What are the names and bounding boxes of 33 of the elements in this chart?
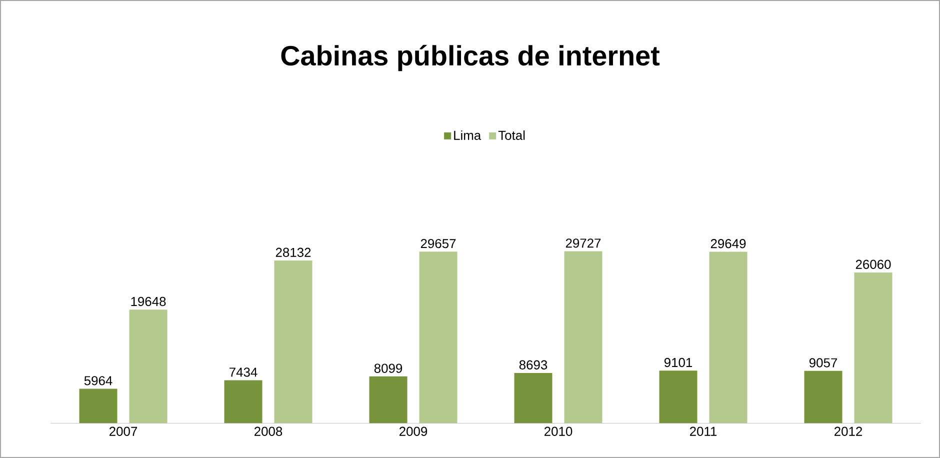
data-label: 29657 xyxy=(420,238,456,248)
bar xyxy=(224,380,262,424)
x-tick-label: 2012 xyxy=(834,426,862,436)
data-label: 9057 xyxy=(809,358,837,368)
chart-title: Cabinas públicas de internet xyxy=(281,44,660,72)
data-label: 9101 xyxy=(664,358,692,368)
bar xyxy=(854,272,892,424)
data-label: 19648 xyxy=(131,296,166,306)
bar xyxy=(659,370,698,424)
data-label: 8693 xyxy=(519,360,548,370)
data-label: 26060 xyxy=(856,260,891,269)
x-tick-label: 2011 xyxy=(690,426,717,436)
bar xyxy=(804,370,842,424)
bar xyxy=(514,372,552,424)
data-label: 29649 xyxy=(710,239,746,248)
bar xyxy=(274,260,312,424)
data-label: 7434 xyxy=(230,368,258,377)
legend-label: Total xyxy=(498,130,525,140)
bar xyxy=(709,252,748,424)
data-label: 5964 xyxy=(84,376,112,386)
x-tick-label: 2008 xyxy=(254,426,282,436)
data-label: 28132 xyxy=(276,248,311,257)
x-tick-label: 2009 xyxy=(400,426,428,436)
x-tick-label: 2010 xyxy=(544,426,572,436)
bar xyxy=(419,252,458,424)
legend-label: Lima xyxy=(454,130,482,140)
bar xyxy=(369,376,408,424)
bar xyxy=(79,388,118,424)
data-label: 8099 xyxy=(374,364,402,373)
bar xyxy=(564,251,602,424)
data-label: 29727 xyxy=(566,238,601,248)
x-tick-label: 2007 xyxy=(110,426,138,436)
bar xyxy=(129,310,168,424)
